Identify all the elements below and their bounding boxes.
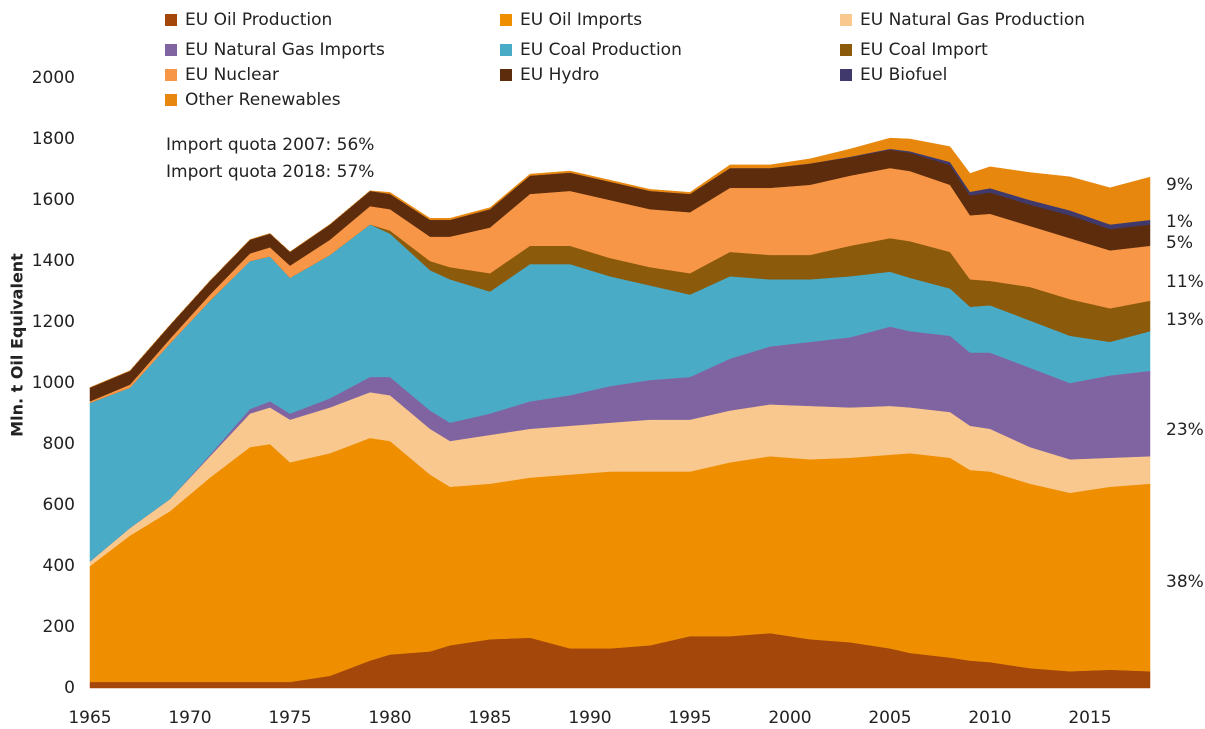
share-label: 38% xyxy=(1166,572,1204,592)
x-tick-label: 1990 xyxy=(568,708,611,728)
x-tick-label: 1970 xyxy=(168,708,211,728)
share-label: 13% xyxy=(1166,310,1204,330)
legend-swatch xyxy=(500,69,512,81)
legend-label: EU Oil Production xyxy=(185,10,332,30)
legend-label: EU Hydro xyxy=(520,65,599,85)
x-tick-label: 1980 xyxy=(368,708,411,728)
share-label: 23% xyxy=(1166,420,1204,440)
legend-label: EU Nuclear xyxy=(185,65,279,85)
legend-label: EU Oil Imports xyxy=(520,10,642,30)
legend-swatch xyxy=(165,14,177,26)
legend-swatch xyxy=(165,44,177,56)
x-tick-label: 1985 xyxy=(468,708,511,728)
y-tick-label: 400 xyxy=(43,556,75,576)
x-tick-label: 1975 xyxy=(268,708,311,728)
legend-swatch xyxy=(840,14,852,26)
y-tick-label: 1400 xyxy=(32,251,75,271)
y-tick-label: 1800 xyxy=(32,129,75,149)
x-tick-label: 1995 xyxy=(668,708,711,728)
legend-swatch xyxy=(165,94,177,106)
legend-swatch xyxy=(840,44,852,56)
y-tick-label: 1600 xyxy=(32,190,75,210)
x-tick-label: 2015 xyxy=(1068,708,1111,728)
y-tick-label: 0 xyxy=(64,678,75,698)
legend-label: EU Natural Gas Production xyxy=(860,10,1085,30)
legend-swatch xyxy=(840,69,852,81)
share-label: 9% xyxy=(1166,175,1193,195)
annotation: Import quota 2018: 57% xyxy=(166,162,374,182)
area xyxy=(89,137,1151,388)
y-tick-label: 2000 xyxy=(32,68,75,88)
legend-label: EU Coal Import xyxy=(860,40,988,60)
x-tick-label: 2010 xyxy=(968,708,1011,728)
legend-label: Other Renewables xyxy=(185,90,341,110)
annotation: Import quota 2007: 56% xyxy=(166,135,374,155)
y-tick-label: 200 xyxy=(43,617,75,637)
legend-swatch xyxy=(500,44,512,56)
x-tick-label: 2000 xyxy=(768,708,811,728)
y-tick-label: 600 xyxy=(43,495,75,515)
legend-swatch xyxy=(500,14,512,26)
y-tick-label: 1200 xyxy=(32,312,75,332)
y-tick-label: 1000 xyxy=(32,373,75,393)
legend-label: EU Coal Production xyxy=(520,40,682,60)
x-tick-label: 1965 xyxy=(68,708,111,728)
share-label: 11% xyxy=(1166,272,1204,292)
legend-swatch xyxy=(165,69,177,81)
y-tick-label: 800 xyxy=(43,434,75,454)
share-label: 1% xyxy=(1166,212,1193,232)
legend-label: EU Natural Gas Imports xyxy=(185,40,385,60)
legend-label: EU Biofuel xyxy=(860,65,947,85)
area xyxy=(89,437,1151,683)
x-tick-label: 2005 xyxy=(868,708,911,728)
share-label: 5% xyxy=(1166,233,1193,253)
y-axis-label: Mln. t Oil Equivalent xyxy=(8,253,27,437)
